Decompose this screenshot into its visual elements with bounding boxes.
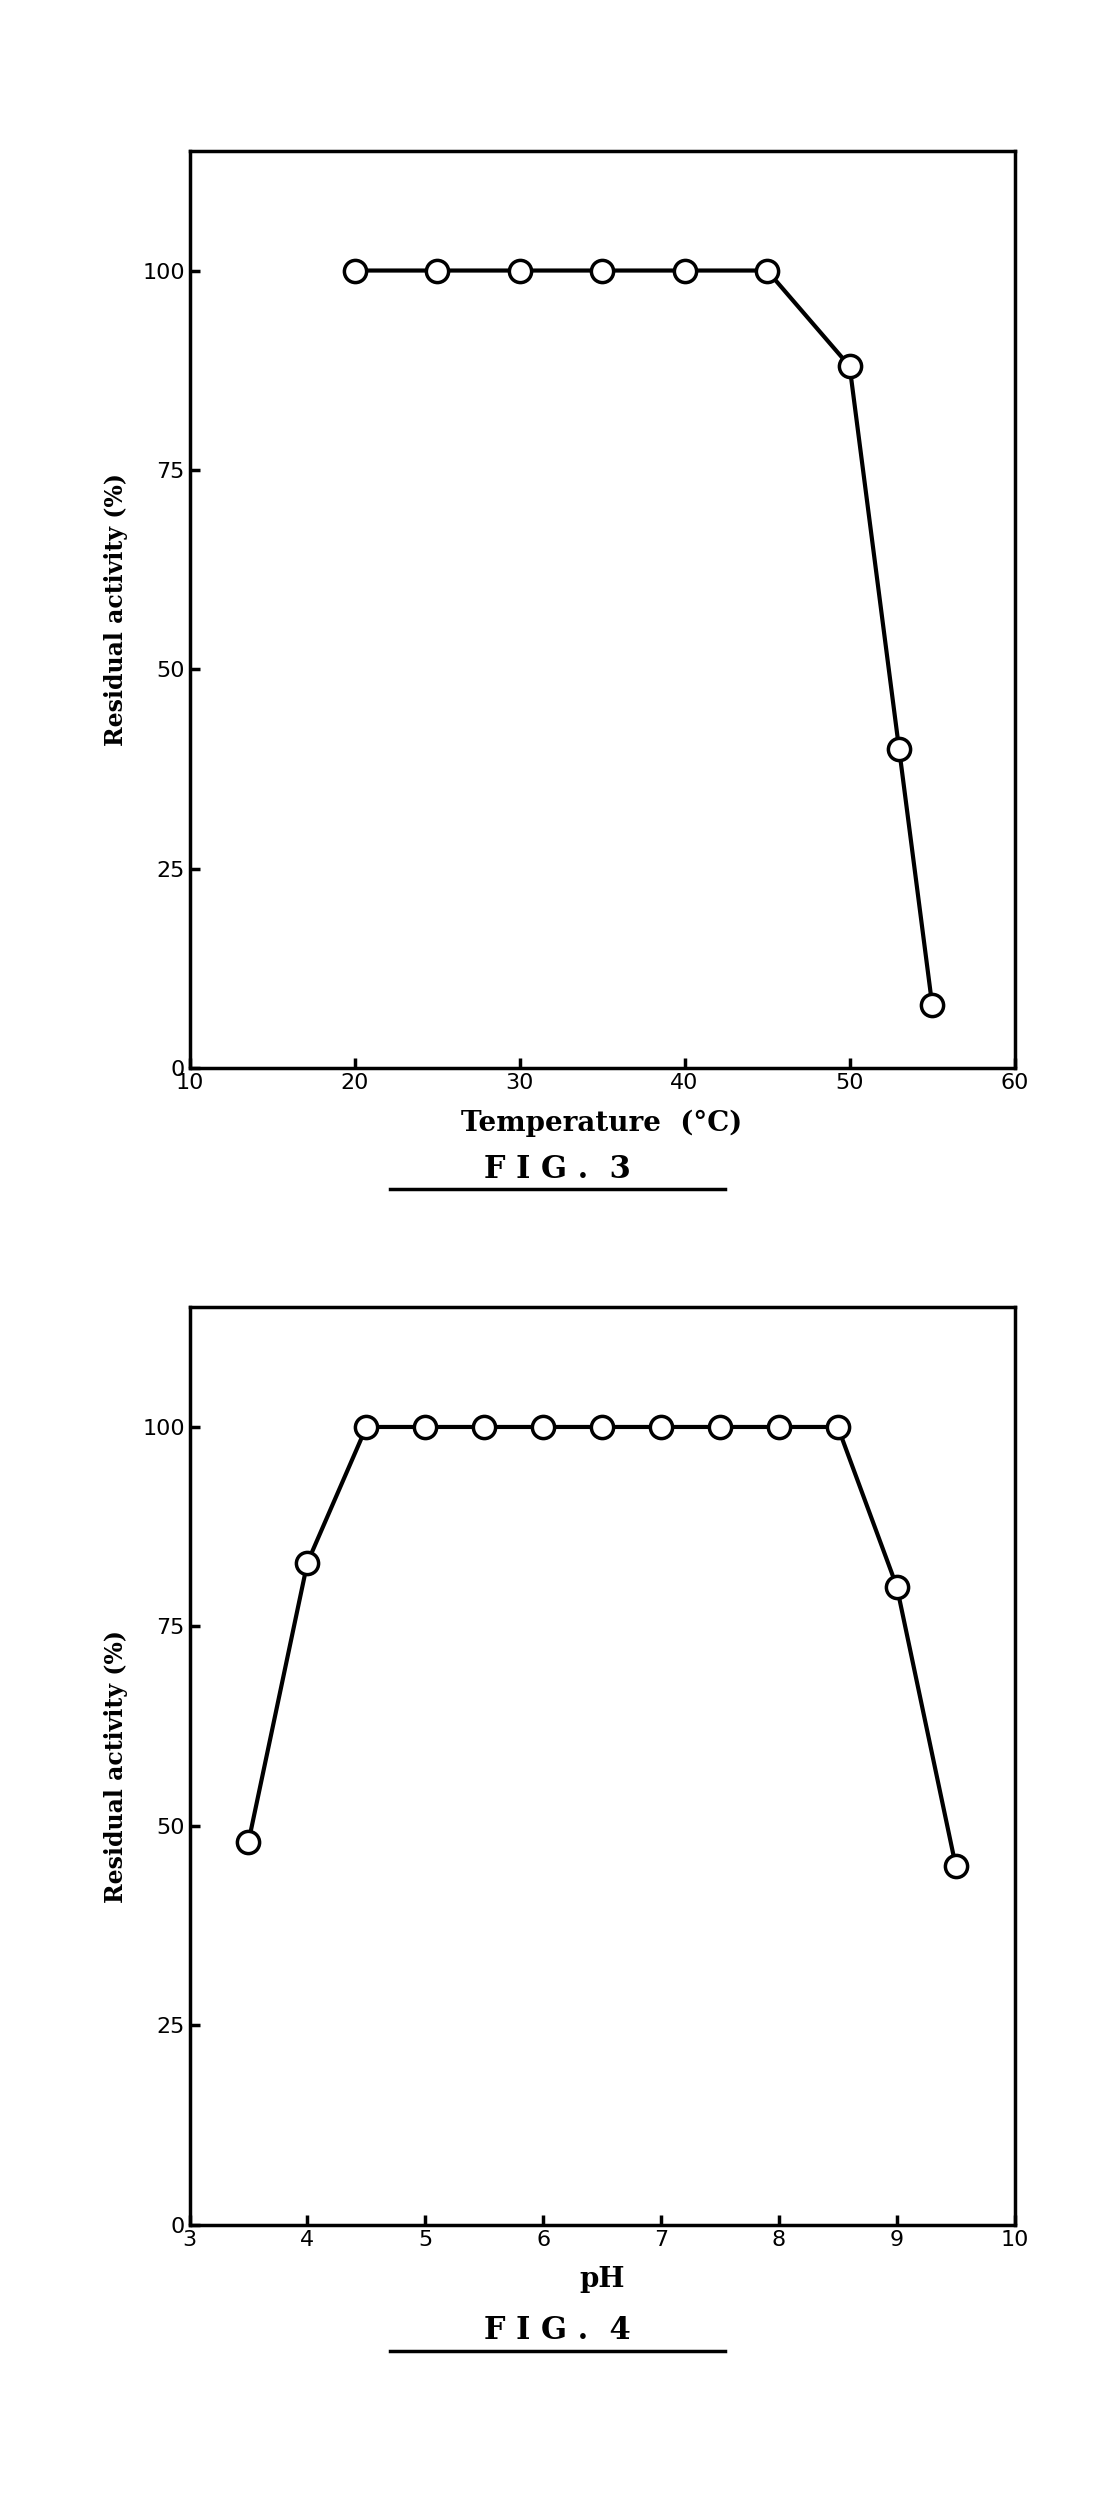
X-axis label: Temperature  (°C): Temperature (°C)	[462, 1111, 743, 1136]
Text: F I G .  4: F I G . 4	[484, 2315, 631, 2346]
X-axis label: pH: pH	[580, 2268, 624, 2293]
Text: F I G .  3: F I G . 3	[484, 1154, 631, 1184]
Y-axis label: Residual activity (%): Residual activity (%)	[104, 1629, 128, 1903]
Y-axis label: Residual activity (%): Residual activity (%)	[104, 473, 128, 747]
